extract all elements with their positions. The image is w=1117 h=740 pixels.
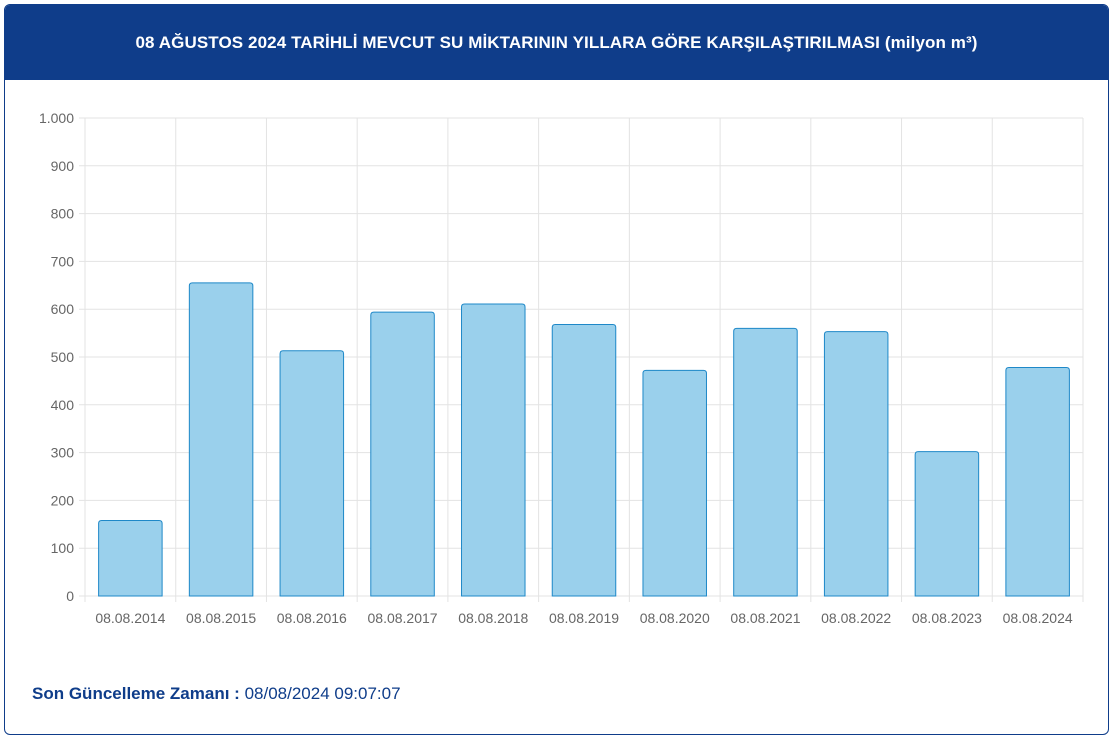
y-tick-label: 500	[51, 349, 75, 365]
y-tick-label: 400	[51, 397, 75, 413]
y-tick-label: 600	[51, 301, 75, 317]
chart-card: 08 AĞUSTOS 2024 TARİHLİ MEVCUT SU MİKTAR…	[4, 4, 1109, 735]
chart-title: 08 AĞUSTOS 2024 TARİHLİ MEVCUT SU MİKTAR…	[135, 32, 978, 52]
x-tick-label: 08.08.2015	[186, 610, 256, 626]
x-tick-label: 08.08.2016	[277, 610, 347, 626]
x-tick-label: 08.08.2017	[368, 610, 438, 626]
y-tick-label: 300	[51, 445, 75, 461]
bar	[733, 327, 798, 597]
x-tick-label: 08.08.2021	[730, 610, 800, 626]
y-tick-label: 900	[51, 158, 75, 174]
bar	[279, 350, 345, 597]
bar	[370, 311, 435, 597]
bar	[461, 303, 526, 597]
bar	[188, 282, 254, 597]
x-tick-label: 08.08.2019	[549, 610, 619, 626]
x-tick-label: 08.08.2023	[912, 610, 982, 626]
bar	[551, 323, 617, 597]
y-tick-label: 700	[51, 253, 75, 269]
x-tick-label: 08.08.2014	[95, 610, 165, 626]
x-tick-label: 08.08.2018	[458, 610, 528, 626]
y-tick-label: 100	[51, 540, 75, 556]
x-tick-label: 08.08.2022	[821, 610, 891, 626]
last-update-label: Son Güncelleme Zamanı :	[32, 684, 240, 703]
y-tick-label: 1.000	[39, 110, 74, 126]
bar	[823, 331, 889, 597]
last-update: Son Güncelleme Zamanı : 08/08/2024 09:07…	[32, 684, 401, 704]
x-tick-label: 08.08.2020	[640, 610, 710, 626]
bar-chart: 0 100 200 300 400 500 600 700 800 900 1.000 08.08.2…	[39, 110, 1084, 626]
bar	[1005, 367, 1070, 597]
chart-area: 0 100 200 300 400 500 600 700 800 900 1.000 08.08.2…	[5, 80, 1108, 640]
last-update-value: 08/08/2024 09:07:07	[244, 684, 401, 703]
bar	[98, 519, 163, 597]
chart-header: 08 AĞUSTOS 2024 TARİHLİ MEVCUT SU MİKTAR…	[5, 5, 1108, 80]
x-tick-label: 08.08.2024	[1003, 610, 1073, 626]
y-tick-label: 0	[66, 588, 74, 604]
y-tick-label: 800	[51, 206, 75, 222]
bar	[914, 451, 980, 597]
bar	[642, 369, 707, 597]
y-tick-label: 200	[51, 492, 75, 508]
